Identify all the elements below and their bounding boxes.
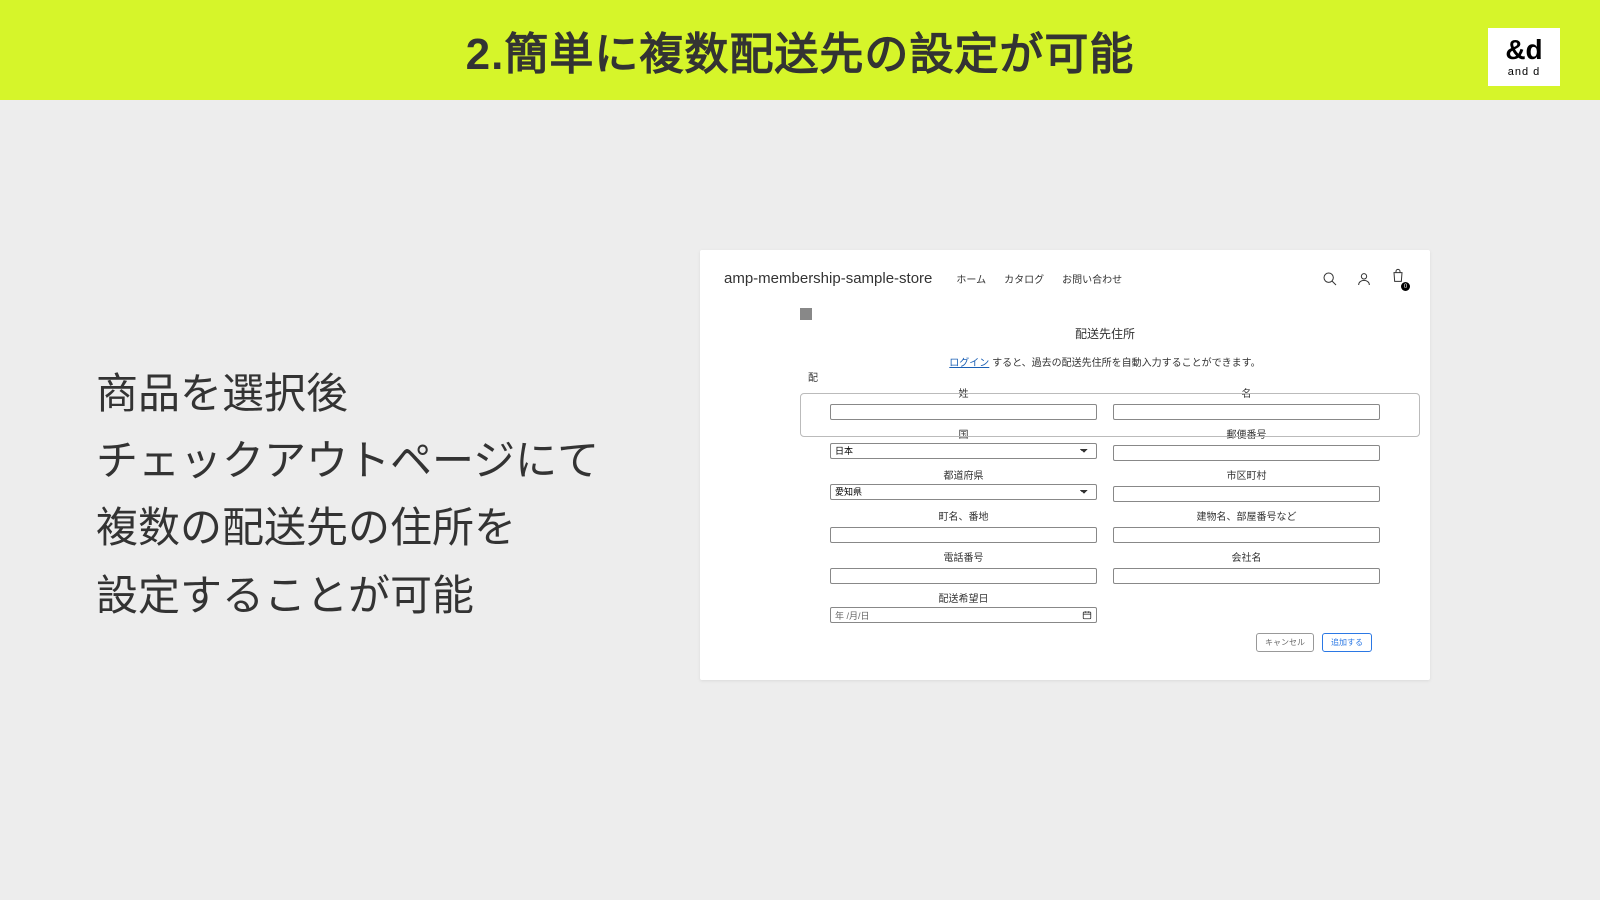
login-tip: ログイン すると、過去の配送先住所を自動入力することができます。 [830,354,1380,369]
input-lastname[interactable] [830,404,1097,420]
store-name[interactable]: amp-membership-sample-store [724,270,932,287]
input-city[interactable] [1113,486,1380,502]
label-street: 町名、番地 [830,508,1097,523]
screenshot-wrap: amp-membership-sample-store ホーム カタログ お問い… [700,100,1600,900]
input-firstname[interactable] [1113,404,1380,420]
nav-contact[interactable]: お問い合わせ [1062,271,1122,286]
label-firstname: 名 [1113,385,1380,400]
calendar-icon [1082,610,1092,620]
input-delivery-date[interactable]: 年 /月/日 [830,607,1097,623]
form-title: 配送先住所 [830,325,1380,342]
select-country[interactable]: 日本 [830,443,1097,459]
address-form: 配 配送先住所 ログイン すると、過去の配送先住所を自動入力することができます。… [700,299,1430,652]
cart-icon-wrap[interactable]: 0 [1390,268,1406,289]
date-placeholder: 年 /月/日 [835,609,870,622]
label-building: 建物名、部屋番号など [1113,508,1380,523]
nav-catalog[interactable]: カタログ [1004,271,1044,286]
input-building[interactable] [1113,527,1380,543]
desc-line-4: 設定することが可能 [96,562,700,629]
shop-screenshot: amp-membership-sample-store ホーム カタログ お問い… [700,250,1430,680]
label-delivery-date: 配送希望日 [830,590,1097,605]
description-block: 商品を選択後 チェックアウトページにて 複数の配送先の住所を 設定することが可能 [0,100,700,900]
input-phone[interactable] [830,568,1097,584]
brand-logo: &d and d [1488,28,1560,86]
label-company: 会社名 [1113,549,1380,564]
login-link[interactable]: ログイン [949,358,989,369]
login-tip-rest: すると、過去の配送先住所を自動入力することができます。 [989,358,1260,369]
content-area: 商品を選択後 チェックアウトページにて 複数の配送先の住所を 設定することが可能… [0,100,1600,900]
label-prefecture: 都道府県 [830,467,1097,482]
input-postal[interactable] [1113,445,1380,461]
input-street[interactable] [830,527,1097,543]
add-button[interactable]: 追加する [1322,633,1372,652]
nav-home[interactable]: ホーム [956,271,986,286]
side-chip-icon [800,308,812,320]
shop-nav: amp-membership-sample-store ホーム カタログ お問い… [700,250,1430,299]
input-company[interactable] [1113,568,1380,584]
label-lastname: 姓 [830,385,1097,400]
header-bar: 2.簡単に複数配送先の設定が可能 &d and d [0,0,1600,100]
desc-line-2: チェックアウトページにて [96,427,700,494]
logo-symbol: &d [1505,36,1542,64]
cancel-button[interactable]: キャンセル [1256,633,1314,652]
search-icon[interactable] [1322,271,1338,287]
label-country: 国 [830,426,1097,441]
label-postal: 郵便番号 [1113,426,1380,441]
select-prefecture[interactable]: 愛知県 [830,484,1097,500]
side-label-1: 配 [808,369,818,384]
label-phone: 電話番号 [830,549,1097,564]
label-city: 市区町村 [1113,467,1380,482]
page-title: 2.簡単に複数配送先の設定が可能 [466,18,1135,82]
logo-text: and d [1508,66,1541,78]
cart-badge: 0 [1401,282,1410,291]
user-icon[interactable] [1356,271,1372,287]
desc-line-3: 複数の配送先の住所を [96,494,700,561]
desc-line-1: 商品を選択後 [96,360,700,427]
